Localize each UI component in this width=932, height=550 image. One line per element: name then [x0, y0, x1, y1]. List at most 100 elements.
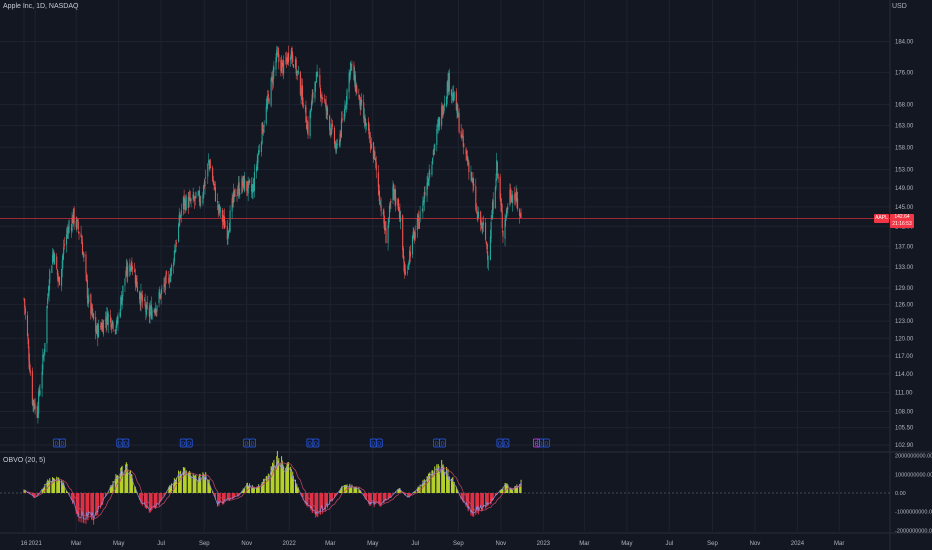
candle-up[interactable] — [432, 149, 434, 158]
candle-up[interactable] — [255, 163, 258, 179]
candle-down[interactable] — [112, 321, 114, 332]
candle-up[interactable] — [267, 89, 269, 110]
candle-down[interactable] — [350, 63, 352, 71]
candle-up[interactable] — [300, 87, 302, 105]
candle-up[interactable] — [261, 121, 263, 145]
candle-up[interactable] — [150, 300, 152, 316]
candle-up[interactable] — [324, 98, 326, 108]
candle-up[interactable] — [207, 153, 210, 166]
candle-up[interactable] — [76, 217, 78, 233]
candle-down[interactable] — [203, 178, 205, 190]
candle-up[interactable] — [122, 285, 124, 301]
candle-down[interactable] — [165, 270, 167, 275]
candle-down[interactable] — [510, 189, 512, 203]
candle-up[interactable] — [68, 220, 70, 239]
candle-down[interactable] — [299, 70, 301, 97]
candle-up[interactable] — [229, 205, 231, 234]
candle-up[interactable] — [495, 173, 497, 191]
candle-down[interactable] — [126, 259, 128, 282]
candle-up[interactable] — [482, 222, 484, 235]
candle-up[interactable] — [111, 319, 113, 329]
candle-up[interactable] — [507, 202, 509, 217]
candle-up[interactable] — [237, 185, 239, 196]
candle-down[interactable] — [502, 230, 504, 243]
candle-down[interactable] — [24, 305, 26, 320]
candle-down[interactable] — [302, 97, 304, 109]
candle-down[interactable] — [447, 72, 449, 94]
candle-up[interactable] — [169, 268, 171, 282]
candle-down[interactable] — [514, 186, 516, 206]
candle-down[interactable] — [234, 188, 236, 198]
candle-up[interactable] — [348, 68, 350, 100]
candle-down[interactable] — [516, 188, 518, 209]
candle-down[interactable] — [131, 257, 133, 273]
candle-up[interactable] — [451, 94, 453, 104]
candle-down[interactable] — [510, 184, 512, 204]
candle-down[interactable] — [194, 195, 196, 209]
candle-down[interactable] — [85, 251, 87, 281]
candle-down[interactable] — [462, 129, 464, 155]
candle-up[interactable] — [145, 302, 148, 318]
candle-down[interactable] — [72, 214, 74, 224]
candle-up[interactable] — [408, 259, 410, 270]
candle-down[interactable] — [377, 164, 379, 195]
candle-down[interactable] — [452, 85, 455, 103]
candle-down[interactable] — [393, 183, 395, 200]
candle-down[interactable] — [349, 71, 351, 83]
candle-up[interactable] — [257, 155, 259, 171]
candle-down[interactable] — [500, 193, 502, 212]
candle-down[interactable] — [168, 270, 170, 285]
candle-up[interactable] — [310, 109, 312, 118]
candle-down[interactable] — [506, 206, 508, 214]
candle-down[interactable] — [145, 304, 147, 320]
candle-down[interactable] — [424, 186, 426, 199]
candle-up[interactable] — [310, 99, 313, 111]
candle-down[interactable] — [159, 293, 161, 300]
candle-down[interactable] — [164, 277, 166, 293]
candle-down[interactable] — [421, 208, 423, 211]
candle-up[interactable] — [276, 46, 278, 63]
candle-up[interactable] — [173, 244, 175, 265]
candle-up[interactable] — [156, 304, 158, 317]
candle-down[interactable] — [317, 71, 319, 78]
candle-up[interactable] — [189, 189, 191, 202]
candle-down[interactable] — [399, 203, 401, 222]
candle-up[interactable] — [52, 249, 54, 262]
candle-down[interactable] — [394, 185, 396, 207]
candle-down[interactable] — [496, 160, 498, 179]
candle-up[interactable] — [178, 208, 180, 228]
candle-up[interactable] — [32, 398, 34, 412]
candle-down[interactable] — [210, 158, 212, 168]
candle-down[interactable] — [28, 338, 30, 369]
candle-down[interactable] — [351, 60, 353, 72]
candle-up[interactable] — [336, 139, 338, 154]
candle-up[interactable] — [426, 176, 428, 203]
candle-down[interactable] — [501, 198, 503, 213]
candle-down[interactable] — [224, 220, 226, 228]
candle-up[interactable] — [153, 307, 155, 314]
candle-up[interactable] — [339, 129, 341, 148]
candle-up[interactable] — [514, 192, 517, 206]
candle-up[interactable] — [111, 323, 113, 334]
candle-up[interactable] — [354, 66, 356, 88]
candle-down[interactable] — [219, 203, 221, 217]
candle-down[interactable] — [276, 46, 278, 58]
candle-down[interactable] — [236, 189, 238, 202]
candle-down[interactable] — [338, 139, 340, 148]
candle-down[interactable] — [95, 326, 97, 335]
candle-down[interactable] — [216, 193, 219, 211]
candle-down[interactable] — [66, 226, 68, 239]
candle-up[interactable] — [315, 80, 317, 92]
candle-up[interactable] — [428, 164, 430, 187]
candle-down[interactable] — [356, 83, 358, 94]
candle-down[interactable] — [341, 110, 343, 123]
candle-down[interactable] — [198, 186, 200, 206]
candle-down[interactable] — [486, 241, 488, 254]
candle-down[interactable] — [448, 68, 450, 95]
candle-down[interactable] — [249, 178, 251, 186]
candle-up[interactable] — [184, 197, 186, 210]
candle-up[interactable] — [334, 141, 336, 149]
candle-up[interactable] — [239, 188, 241, 200]
